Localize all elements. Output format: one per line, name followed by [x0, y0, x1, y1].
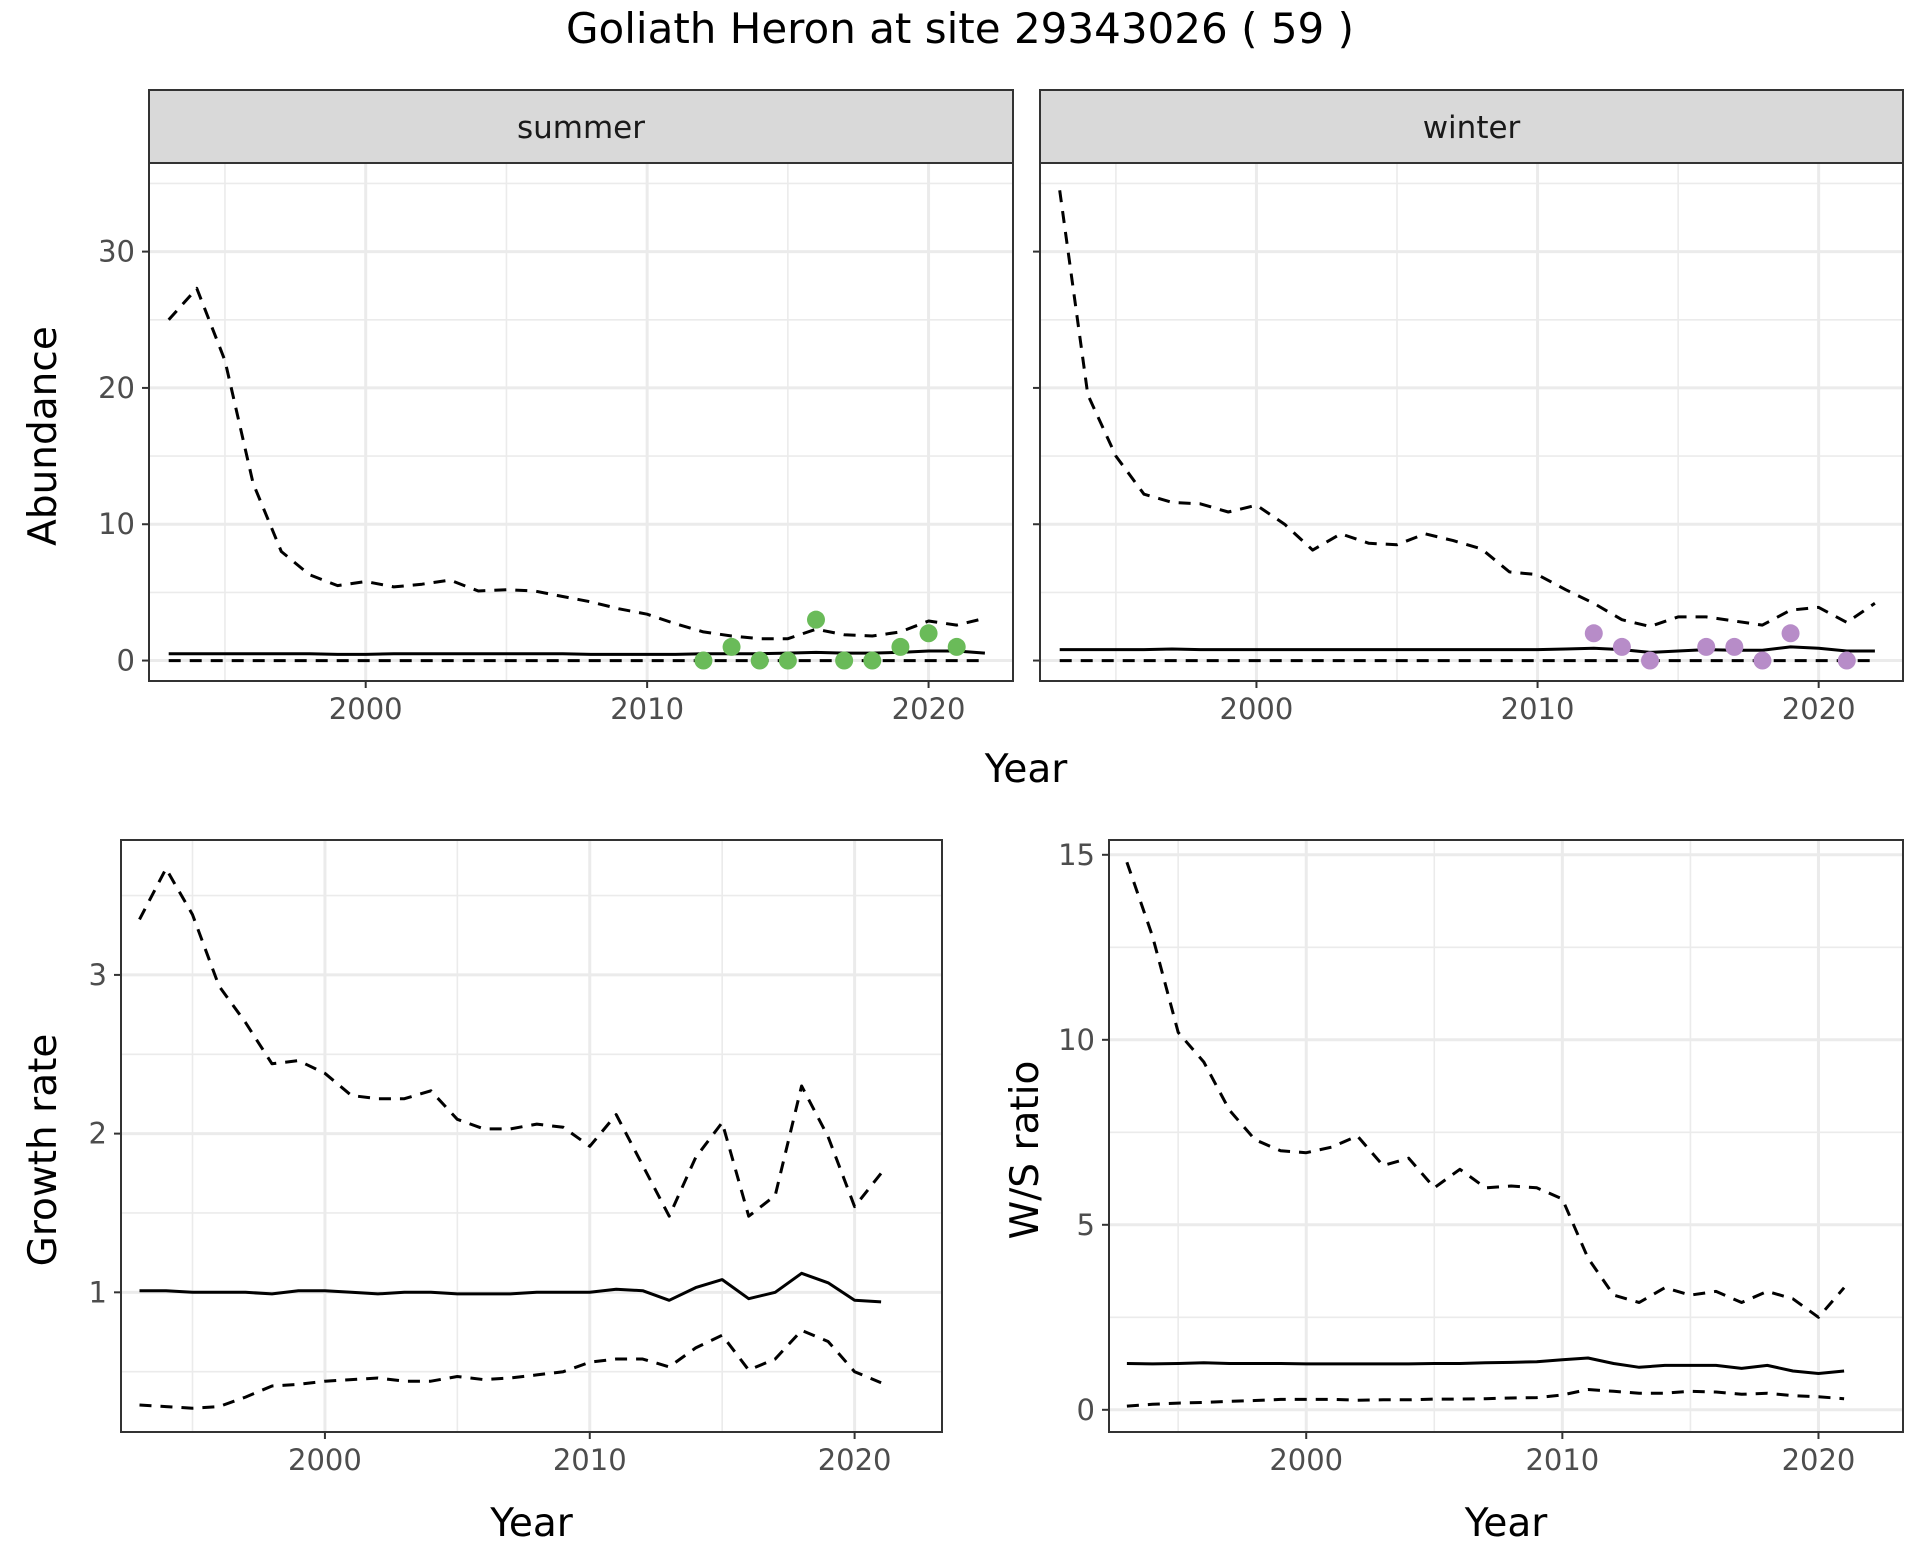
data-point	[1641, 651, 1660, 670]
series-line-dashed	[167, 286, 986, 641]
series-line-dashed	[139, 1328, 882, 1410]
y-tick-label: 0	[1077, 1393, 1095, 1427]
data-point	[947, 637, 966, 656]
data-point	[1584, 624, 1603, 643]
data-point	[919, 624, 938, 643]
panel-background	[121, 840, 942, 1432]
panel-background	[1040, 163, 1903, 681]
panel-ratio: 2000 2010 2020 0 5 10 15	[1058, 838, 1904, 1477]
y-tick-label: 5	[1077, 1208, 1095, 1242]
series-line-solid	[139, 1271, 882, 1304]
data-point	[1781, 624, 1800, 643]
facet-summer: summer 2000 2010 2020 0 10 20 30	[98, 89, 1014, 726]
y-axis-label: Growth rate	[21, 1034, 66, 1267]
facet-strip	[148, 89, 1014, 164]
y-tick-label: 10	[98, 507, 135, 541]
data-point	[1697, 637, 1716, 656]
series-line-dashed	[1126, 1388, 1845, 1408]
y-tick-label: 1	[89, 1275, 107, 1309]
x-tick-label: 2020	[818, 1443, 892, 1477]
x-axis-label: Year	[1464, 1501, 1549, 1546]
panel-background	[149, 163, 1013, 681]
series-line-solid	[1126, 1356, 1845, 1375]
data-point	[1725, 637, 1744, 656]
y-tick-label: 10	[1058, 1023, 1095, 1057]
facet-winter: winter 2000 2010 2020	[1033, 89, 1904, 726]
y-tick-label: 30	[98, 235, 135, 269]
panel-border	[120, 839, 943, 1433]
facet-strip-label: winter	[1423, 110, 1521, 146]
y-tick-label: 0	[117, 644, 135, 678]
data-point	[1753, 651, 1772, 670]
data-point	[1837, 651, 1856, 670]
facet-strip	[1039, 89, 1904, 164]
y-axis-label: Abundance	[21, 326, 66, 546]
y-tick-label: 3	[89, 958, 107, 992]
x-tick-label: 2000	[329, 692, 403, 726]
x-tick-label: 2000	[1269, 1443, 1343, 1477]
x-tick-label: 2000	[288, 1443, 362, 1477]
panel-background	[1109, 840, 1903, 1432]
x-axis-label: Year	[489, 1501, 574, 1546]
series-line-dashed	[1058, 190, 1876, 628]
y-tick-label: 2	[89, 1117, 107, 1151]
facet-strip-label: summer	[517, 110, 645, 146]
panel-growth: 2000 2010 2020 1 2 3	[89, 839, 943, 1477]
x-tick-label: 2020	[1782, 1443, 1856, 1477]
data-point	[1612, 637, 1631, 656]
data-point	[863, 651, 882, 670]
x-tick-label: 2020	[892, 692, 966, 726]
panel-border	[1108, 839, 1904, 1433]
x-tick-label: 2000	[1220, 692, 1294, 726]
series-line-dashed	[1125, 861, 1846, 1319]
x-tick-label: 2010	[1525, 1443, 1599, 1477]
data-point	[750, 651, 769, 670]
x-axis-label: Year	[984, 747, 1069, 792]
data-point	[835, 651, 854, 670]
y-tick-label: 15	[1058, 838, 1095, 872]
data-point	[778, 651, 797, 670]
data-point	[694, 651, 713, 670]
panel-border	[148, 162, 1014, 682]
panel-border	[1039, 162, 1904, 682]
y-axis-label: W/S ratio	[1003, 1061, 1048, 1240]
chart-title: Goliath Heron at site 29343026 ( 59 )	[566, 4, 1354, 53]
x-tick-label: 2010	[1501, 692, 1575, 726]
x-tick-label: 2010	[610, 692, 684, 726]
data-point	[806, 610, 825, 629]
y-tick-label: 20	[98, 371, 135, 405]
x-tick-label: 2020	[1782, 692, 1856, 726]
data-point	[722, 637, 741, 656]
x-tick-label: 2010	[553, 1443, 627, 1477]
data-point	[891, 637, 910, 656]
